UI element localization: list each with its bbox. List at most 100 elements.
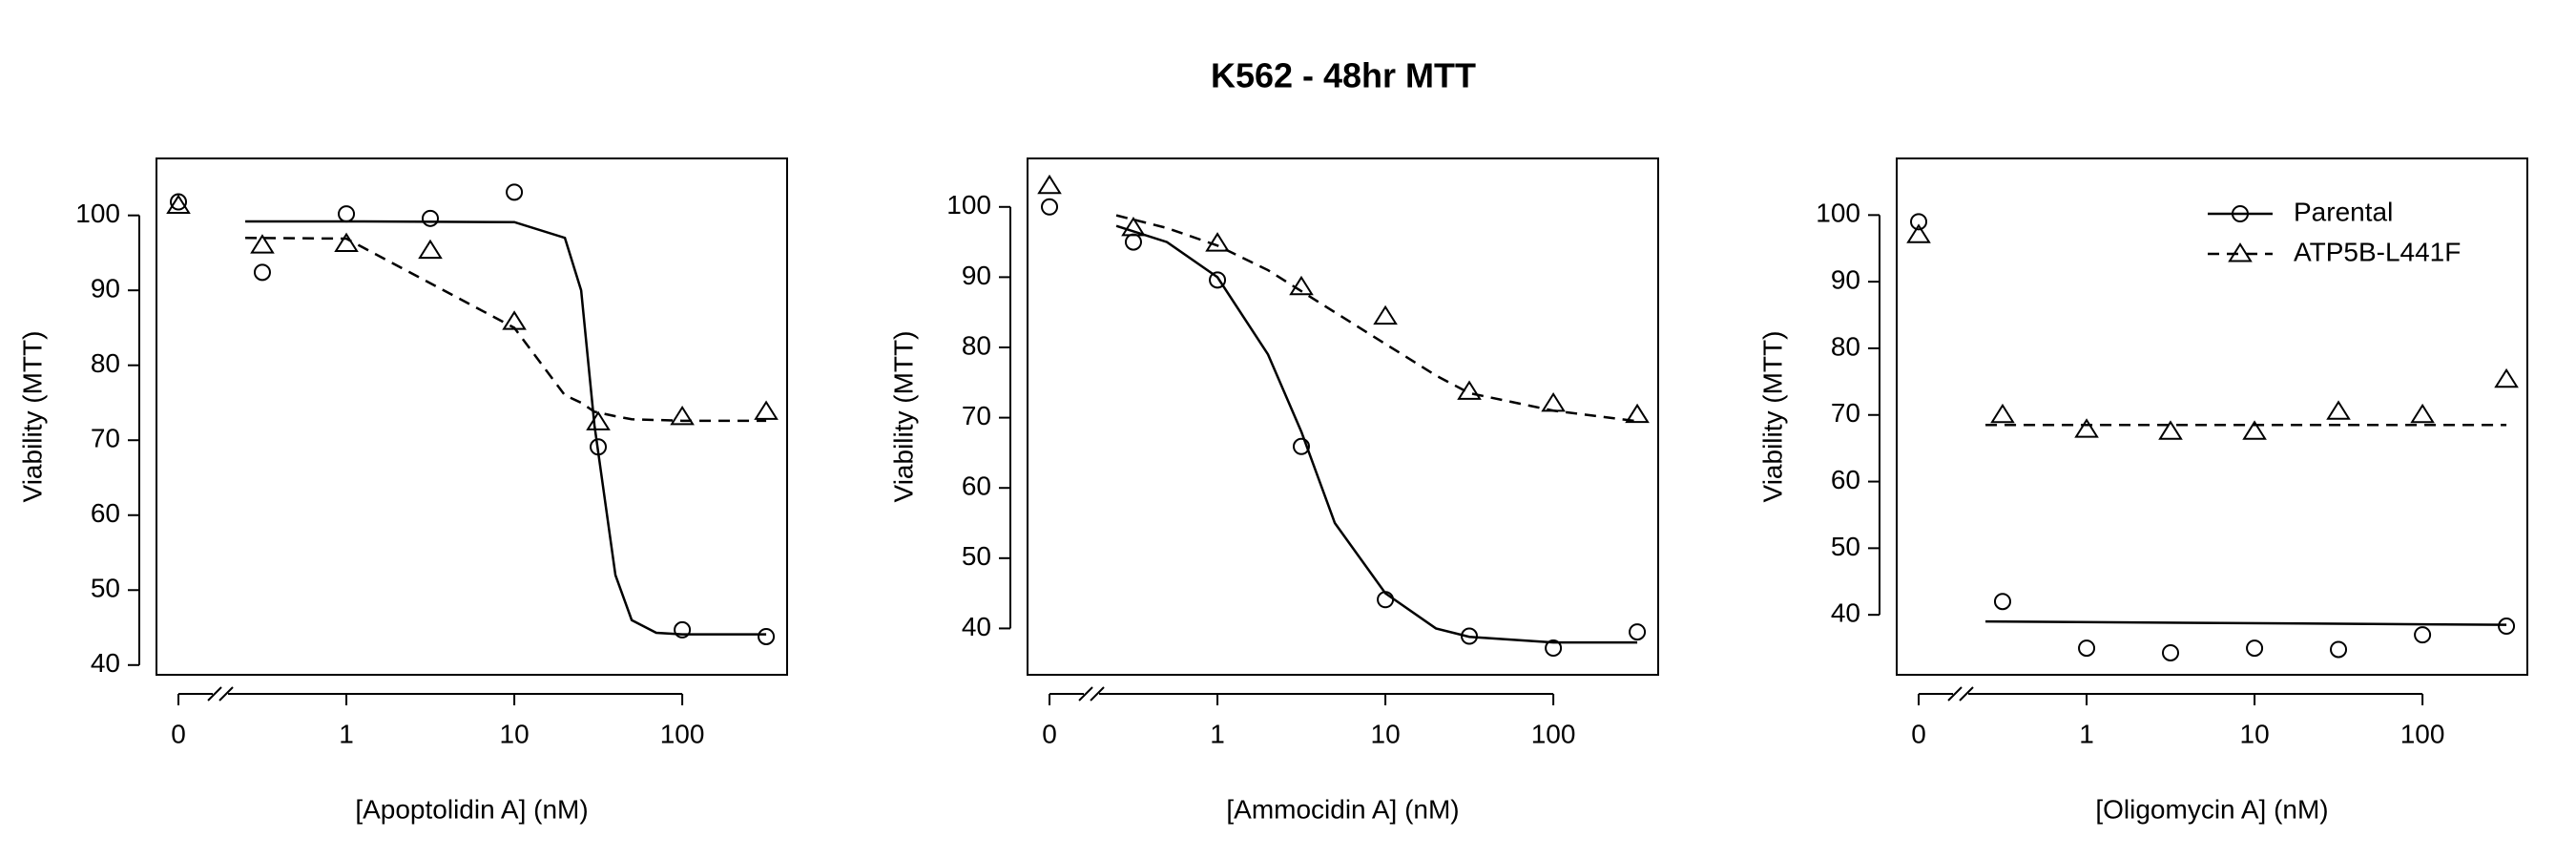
triangle-point <box>1289 275 1314 296</box>
x-tick-label: 0 <box>1911 719 1926 748</box>
panel: 40 50 60 70 80 90 100 0 1 10 100 [Ammocidin A] (nM)… <box>888 157 1659 824</box>
y-tick-label: 40 <box>962 612 991 641</box>
panel: 40 50 60 70 80 90 100 0 1 10 100 [Oligomycin A] (nM… <box>1757 157 2528 824</box>
triangle-point <box>1541 392 1566 412</box>
circle-point <box>506 183 524 201</box>
legend-label: ATP5B-L441F <box>2294 237 2461 266</box>
y-tick-label: 90 <box>91 274 120 304</box>
triangle-point <box>2326 400 2351 420</box>
triangle-point <box>334 232 359 253</box>
triangle-point <box>1121 216 1146 237</box>
triangle-point <box>586 410 611 430</box>
y-tick-label: 100 <box>946 190 991 220</box>
triangle-point <box>2158 420 2183 440</box>
circle-point <box>1993 593 2011 611</box>
circle-point <box>2330 640 2348 659</box>
legend-marker <box>2232 205 2249 222</box>
y-tick-label: 90 <box>1831 265 1860 295</box>
triangle-point <box>2074 418 2099 438</box>
y-tick-label: 70 <box>91 424 120 453</box>
circle-point <box>170 193 188 211</box>
triangle-point <box>418 239 443 260</box>
triangle-point <box>1990 403 2015 424</box>
x-tick-label: 1 <box>339 719 354 748</box>
axis-break <box>1078 686 1093 702</box>
circle-point <box>1545 639 1563 658</box>
panel: 40 50 60 70 80 90 100 0 1 10 100 [Apoptolidin A] (n… <box>17 157 788 824</box>
triangle-point <box>250 234 275 254</box>
y-tick-label: 70 <box>1831 398 1860 428</box>
x-tick-label: 1 <box>2079 719 2094 748</box>
triangle-point <box>754 400 779 420</box>
fit-line <box>245 236 767 423</box>
circle-point <box>1377 591 1395 609</box>
y-tick-label: 40 <box>91 648 120 678</box>
x-tick-label: 10 <box>1371 719 1401 748</box>
y-tick-label: 80 <box>962 330 991 360</box>
triangle-point <box>2410 403 2435 424</box>
x-tick-label: 10 <box>500 719 530 748</box>
circle-point <box>2078 639 2096 658</box>
y-tick-label: 50 <box>962 541 991 571</box>
plot-frame <box>156 157 788 676</box>
x-tick-label: 1 <box>1210 719 1225 748</box>
y-tick-label: 70 <box>962 401 991 430</box>
y-axis-label: Viability (MTT) <box>17 331 47 503</box>
circle-point <box>1124 233 1142 251</box>
triangle-point <box>502 310 527 330</box>
x-tick-label: 10 <box>2240 719 2270 748</box>
y-tick-label: 80 <box>1831 331 1860 361</box>
circle-point <box>2498 618 2516 636</box>
fit-line <box>245 220 767 636</box>
x-tick-label: 100 <box>660 719 705 748</box>
plot-frame <box>1027 157 1659 676</box>
y-tick-label: 60 <box>962 471 991 501</box>
triangle-point <box>2242 420 2267 440</box>
fit-line <box>1115 224 1638 644</box>
y-axis-label: Viability (MTT) <box>1757 331 1787 503</box>
x-tick-label: 0 <box>171 719 186 748</box>
y-tick-label: 60 <box>1831 465 1860 494</box>
circle-point <box>1293 437 1311 455</box>
circle-point <box>253 263 271 282</box>
circle-point <box>2414 626 2432 644</box>
axis-break <box>1090 686 1105 702</box>
axis-break <box>207 686 222 702</box>
circle-point <box>422 209 440 227</box>
axis-break <box>218 686 234 702</box>
y-tick-label: 100 <box>1816 199 1860 228</box>
circle-point <box>2162 643 2180 661</box>
circle-point <box>758 627 776 645</box>
triangle-point <box>2494 367 2519 388</box>
circle-point <box>1629 623 1647 641</box>
triangle-point <box>670 406 695 426</box>
x-tick-label: 100 <box>2400 719 2445 748</box>
y-tick-label: 80 <box>91 348 120 378</box>
circle-point <box>338 205 356 223</box>
plot-frame <box>1896 157 2528 676</box>
axis-break <box>1947 686 1963 702</box>
legend-label: Parental <box>2294 197 2393 226</box>
circle-point <box>1461 627 1479 645</box>
x-axis-label: [Ammocidin A] (nM) <box>1226 794 1459 824</box>
x-axis-label: [Oligomycin A] (nM) <box>2095 794 2328 824</box>
y-axis-label: Viability (MTT) <box>888 331 918 503</box>
y-tick-label: 40 <box>1831 598 1860 628</box>
x-tick-label: 0 <box>1042 719 1057 748</box>
circle-point <box>590 438 608 456</box>
y-tick-label: 50 <box>1831 532 1860 561</box>
circle-point <box>2246 639 2264 658</box>
circle-point <box>1910 213 1928 231</box>
x-axis-label: [Apoptolidin A] (nM) <box>355 794 588 824</box>
axis-break <box>1959 686 1974 702</box>
triangle-point <box>166 194 191 214</box>
x-tick-label: 100 <box>1531 719 1576 748</box>
figure-title: K562 - 48hr MTT <box>1211 56 1476 95</box>
triangle-point <box>1205 232 1230 252</box>
fit-line <box>1115 214 1638 423</box>
triangle-point <box>1625 403 1650 424</box>
y-tick-label: 90 <box>962 261 991 290</box>
fit-line <box>1985 619 2507 626</box>
legend-marker <box>2228 242 2253 262</box>
